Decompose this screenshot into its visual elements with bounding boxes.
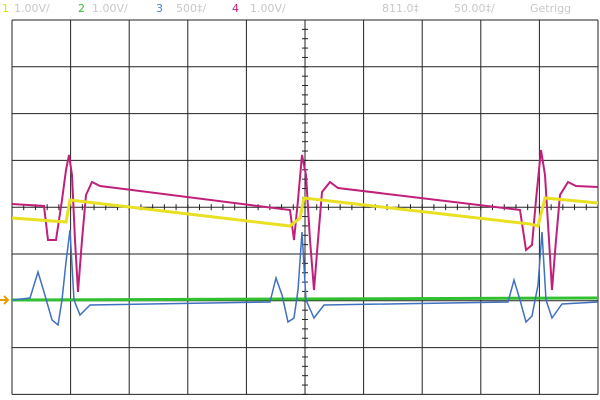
channel-3-trace — [11, 229, 599, 327]
channel-scale: 1.00V/ — [92, 2, 128, 15]
ground-marker — [0, 295, 10, 305]
channel-scale: 500‡/ — [176, 2, 207, 15]
channel-number: 1 — [2, 2, 9, 15]
trigger-delay: 811.0‡ — [382, 2, 419, 15]
channel-number: 2 — [78, 2, 85, 15]
channel-2-trace — [11, 296, 599, 302]
channel-scale: 1.00V/ — [250, 2, 286, 15]
grid — [11, 19, 599, 395]
status-bar: 1 1.00V/ 2 1.00V/ 3 500‡/ 4 1.00V/ 811.0… — [0, 0, 600, 18]
channel-number: 4 — [232, 2, 239, 15]
channel-number: 3 — [156, 2, 163, 15]
trigger-status: Getrigg — [530, 2, 572, 15]
timebase: 50.00‡/ — [454, 2, 495, 15]
channel-scale: 1.00V/ — [14, 2, 50, 15]
channel-1-trace — [11, 196, 599, 228]
channel-4-trace — [11, 149, 599, 293]
